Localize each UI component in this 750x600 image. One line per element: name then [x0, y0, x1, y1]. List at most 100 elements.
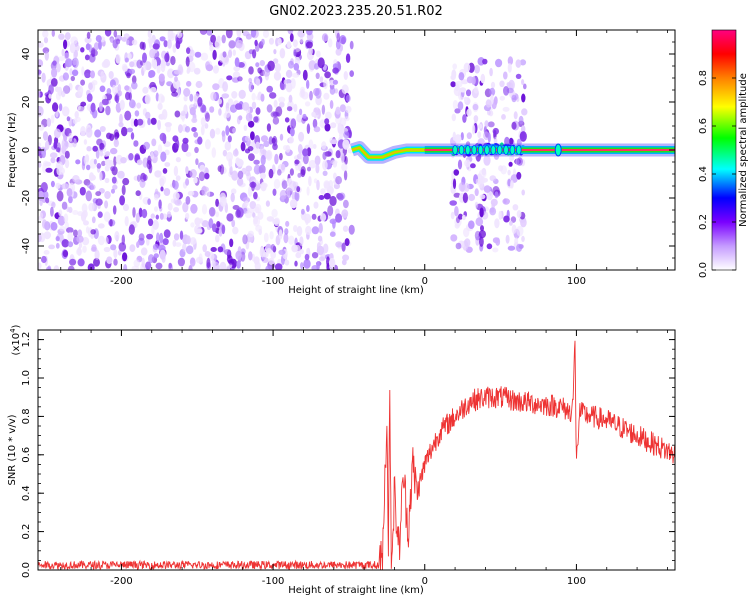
noise-speck [104, 30, 112, 37]
noise-speck [449, 200, 458, 206]
noise-speck [175, 40, 181, 50]
noise-speck [201, 220, 209, 228]
noise-speck [206, 257, 211, 269]
noise-speck [509, 220, 513, 226]
noise-speck [344, 155, 348, 165]
noise-speck [293, 63, 300, 71]
noise-speck [216, 35, 221, 43]
colorbar-tick-label: 0.2 [698, 214, 709, 230]
noise-speck [303, 259, 311, 269]
noise-speck [478, 230, 486, 239]
noise-speck [38, 69, 42, 75]
noise-speck [38, 146, 42, 157]
noise-speck [237, 76, 243, 82]
noise-speck [515, 73, 522, 79]
noise-speck [64, 52, 70, 60]
noise-speck [293, 49, 297, 57]
noise-speck [231, 91, 238, 99]
noise-speck [322, 151, 327, 160]
noise-speck [62, 72, 69, 81]
noise-speck [117, 170, 125, 179]
noise-speck [139, 179, 146, 188]
noise-speck [234, 57, 240, 67]
noise-speck [204, 123, 209, 129]
noise-speck [43, 36, 49, 44]
noise-speck [150, 213, 155, 219]
noise-speck [85, 127, 93, 138]
noise-speck [284, 117, 290, 123]
noise-speck [289, 199, 298, 209]
noise-speck [516, 157, 523, 166]
colorbar-tick-label: 0.4 [698, 166, 709, 182]
noise-speck [195, 158, 199, 166]
noise-speck [174, 76, 178, 82]
noise-speck [304, 253, 310, 261]
noise-speck [304, 101, 311, 107]
noise-speck [300, 166, 306, 176]
noise-speck [112, 184, 118, 190]
noise-speck [135, 190, 141, 197]
noise-speck [286, 41, 292, 49]
noise-speck [349, 40, 354, 50]
noise-speck [253, 164, 261, 175]
noise-speck [343, 71, 348, 80]
noise-speck [320, 251, 326, 261]
noise-speck [227, 49, 233, 59]
noise-speck [508, 161, 513, 167]
line-bead [509, 145, 516, 155]
noise-speck [55, 182, 61, 189]
noise-speck [40, 182, 48, 193]
noise-speck [200, 117, 206, 127]
noise-speck [482, 58, 488, 65]
noise-speck [494, 218, 500, 229]
noise-speck [120, 157, 127, 164]
noise-speck [272, 143, 278, 151]
noise-speck [483, 185, 491, 193]
noise-speck [233, 65, 241, 72]
noise-speck [237, 170, 244, 179]
snr-xlabel: Height of straight line (km) [288, 585, 424, 596]
noise-speck [219, 164, 225, 175]
noise-speck [229, 238, 234, 248]
snr-xtick-label: -200 [110, 576, 133, 587]
noise-speck [344, 238, 350, 247]
noise-speck [152, 43, 160, 50]
noise-speck [113, 30, 118, 38]
noise-speck [308, 60, 316, 71]
noise-speck [240, 141, 246, 152]
noise-speck [209, 106, 215, 113]
noise-speck [330, 139, 338, 145]
noise-speck [118, 242, 127, 252]
noise-speck [128, 99, 136, 109]
noise-speck [248, 66, 254, 75]
noise-speck [61, 145, 67, 155]
noise-speck [315, 87, 322, 99]
noise-speck [86, 164, 91, 171]
noise-speck [77, 104, 81, 111]
spectrogram-xtick-label: 0 [422, 276, 428, 287]
noise-speck [290, 118, 297, 129]
noise-speck [222, 81, 229, 92]
noise-speck [114, 231, 120, 241]
noise-speck [93, 257, 100, 267]
noise-speck [82, 245, 87, 253]
noise-speck [487, 109, 491, 116]
noise-speck [207, 190, 211, 197]
noise-speck [61, 90, 66, 98]
noise-speck [44, 51, 49, 61]
noise-speck [77, 85, 84, 96]
colorbar-frame [711, 29, 737, 271]
noise-speck [176, 31, 183, 39]
noise-speck [471, 124, 476, 135]
noise-speck [50, 221, 58, 231]
noise-speck [292, 39, 298, 48]
noise-speck [508, 79, 515, 91]
noise-speck [487, 121, 495, 128]
noise-speck [142, 174, 148, 182]
noise-speck [180, 110, 186, 117]
noise-speck [163, 229, 171, 239]
noise-speck [80, 101, 87, 107]
spectrogram-ytick-label: 20 [21, 96, 32, 109]
noise-speck [99, 171, 103, 181]
noise-speck [212, 49, 217, 61]
